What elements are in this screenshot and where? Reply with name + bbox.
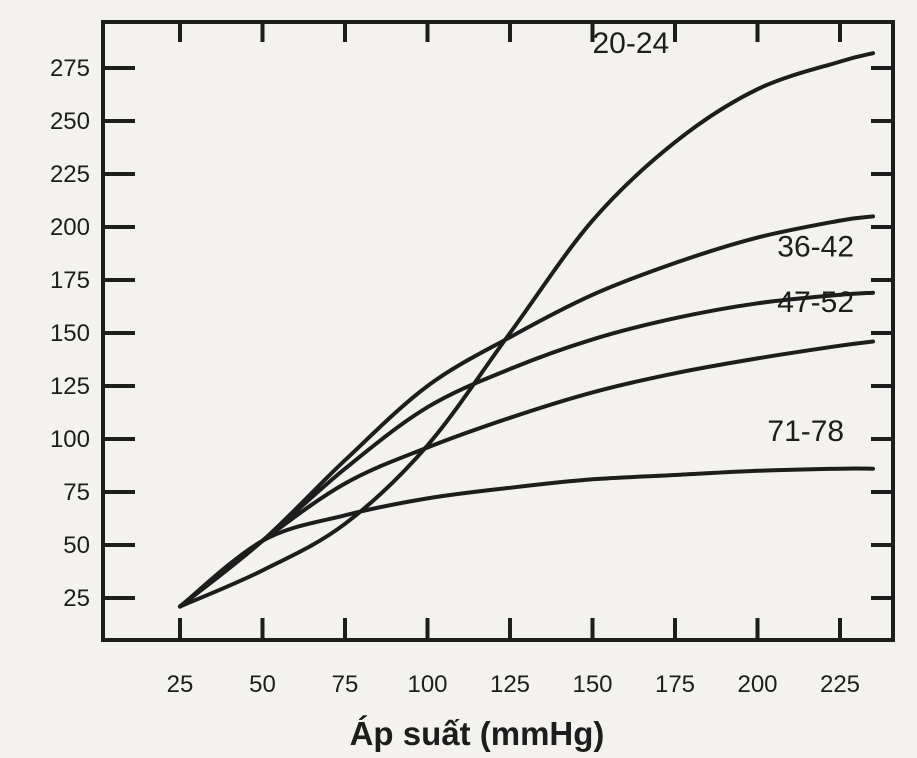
x-tick-label: 75: [332, 671, 359, 698]
series-labels: 20-24 36-42 47-52 71-78: [593, 27, 855, 448]
series-line-71-78: [178, 466, 875, 609]
series-label-20-24: 20-24: [593, 27, 670, 60]
y-tick-label: 250: [50, 108, 90, 135]
x-axis-tick-labels: 25 50 75 100 125 150 175 200 225: [167, 671, 860, 698]
x-tick-label: 25: [167, 671, 194, 698]
y-tick-label: 150: [50, 320, 90, 347]
x-tick-label: 100: [407, 671, 447, 698]
x-axis-title: Áp suất (mmHg): [350, 715, 605, 752]
x-tick-label: 225: [820, 671, 860, 698]
y-tick-label: 275: [50, 55, 90, 82]
y-tick-label: 75: [63, 479, 90, 506]
y-tick-label: 225: [50, 161, 90, 188]
series-label-36-42: 36-42: [777, 231, 854, 264]
y-tick-label: 25: [63, 585, 90, 612]
series-curves: [178, 51, 875, 609]
series-label-71-78: 71-78: [767, 415, 844, 448]
series-label-47-52: 47-52: [777, 286, 854, 319]
x-tick-label: 125: [490, 671, 530, 698]
x-tick-label: 200: [737, 671, 777, 698]
x-tick-label: 150: [572, 671, 612, 698]
y-axis-tick-labels: 25 50 75 100 125 150 175 200 225 250 275: [50, 55, 90, 612]
series-line-unlabeled-3: [178, 339, 875, 609]
y-tick-label: 50: [63, 532, 90, 559]
y-axis-ticks: [103, 66, 893, 600]
plot-frame: [101, 20, 895, 642]
x-axis-ticks: [178, 22, 842, 640]
y-tick-label: 125: [50, 373, 90, 400]
y-tick-label: 100: [50, 426, 90, 453]
series-line-20-24: [178, 51, 875, 609]
series-line-47-52: [178, 290, 875, 609]
x-tick-label: 175: [655, 671, 695, 698]
y-tick-label: 175: [50, 267, 90, 294]
x-tick-label: 50: [249, 671, 276, 698]
y-tick-label: 200: [50, 214, 90, 241]
